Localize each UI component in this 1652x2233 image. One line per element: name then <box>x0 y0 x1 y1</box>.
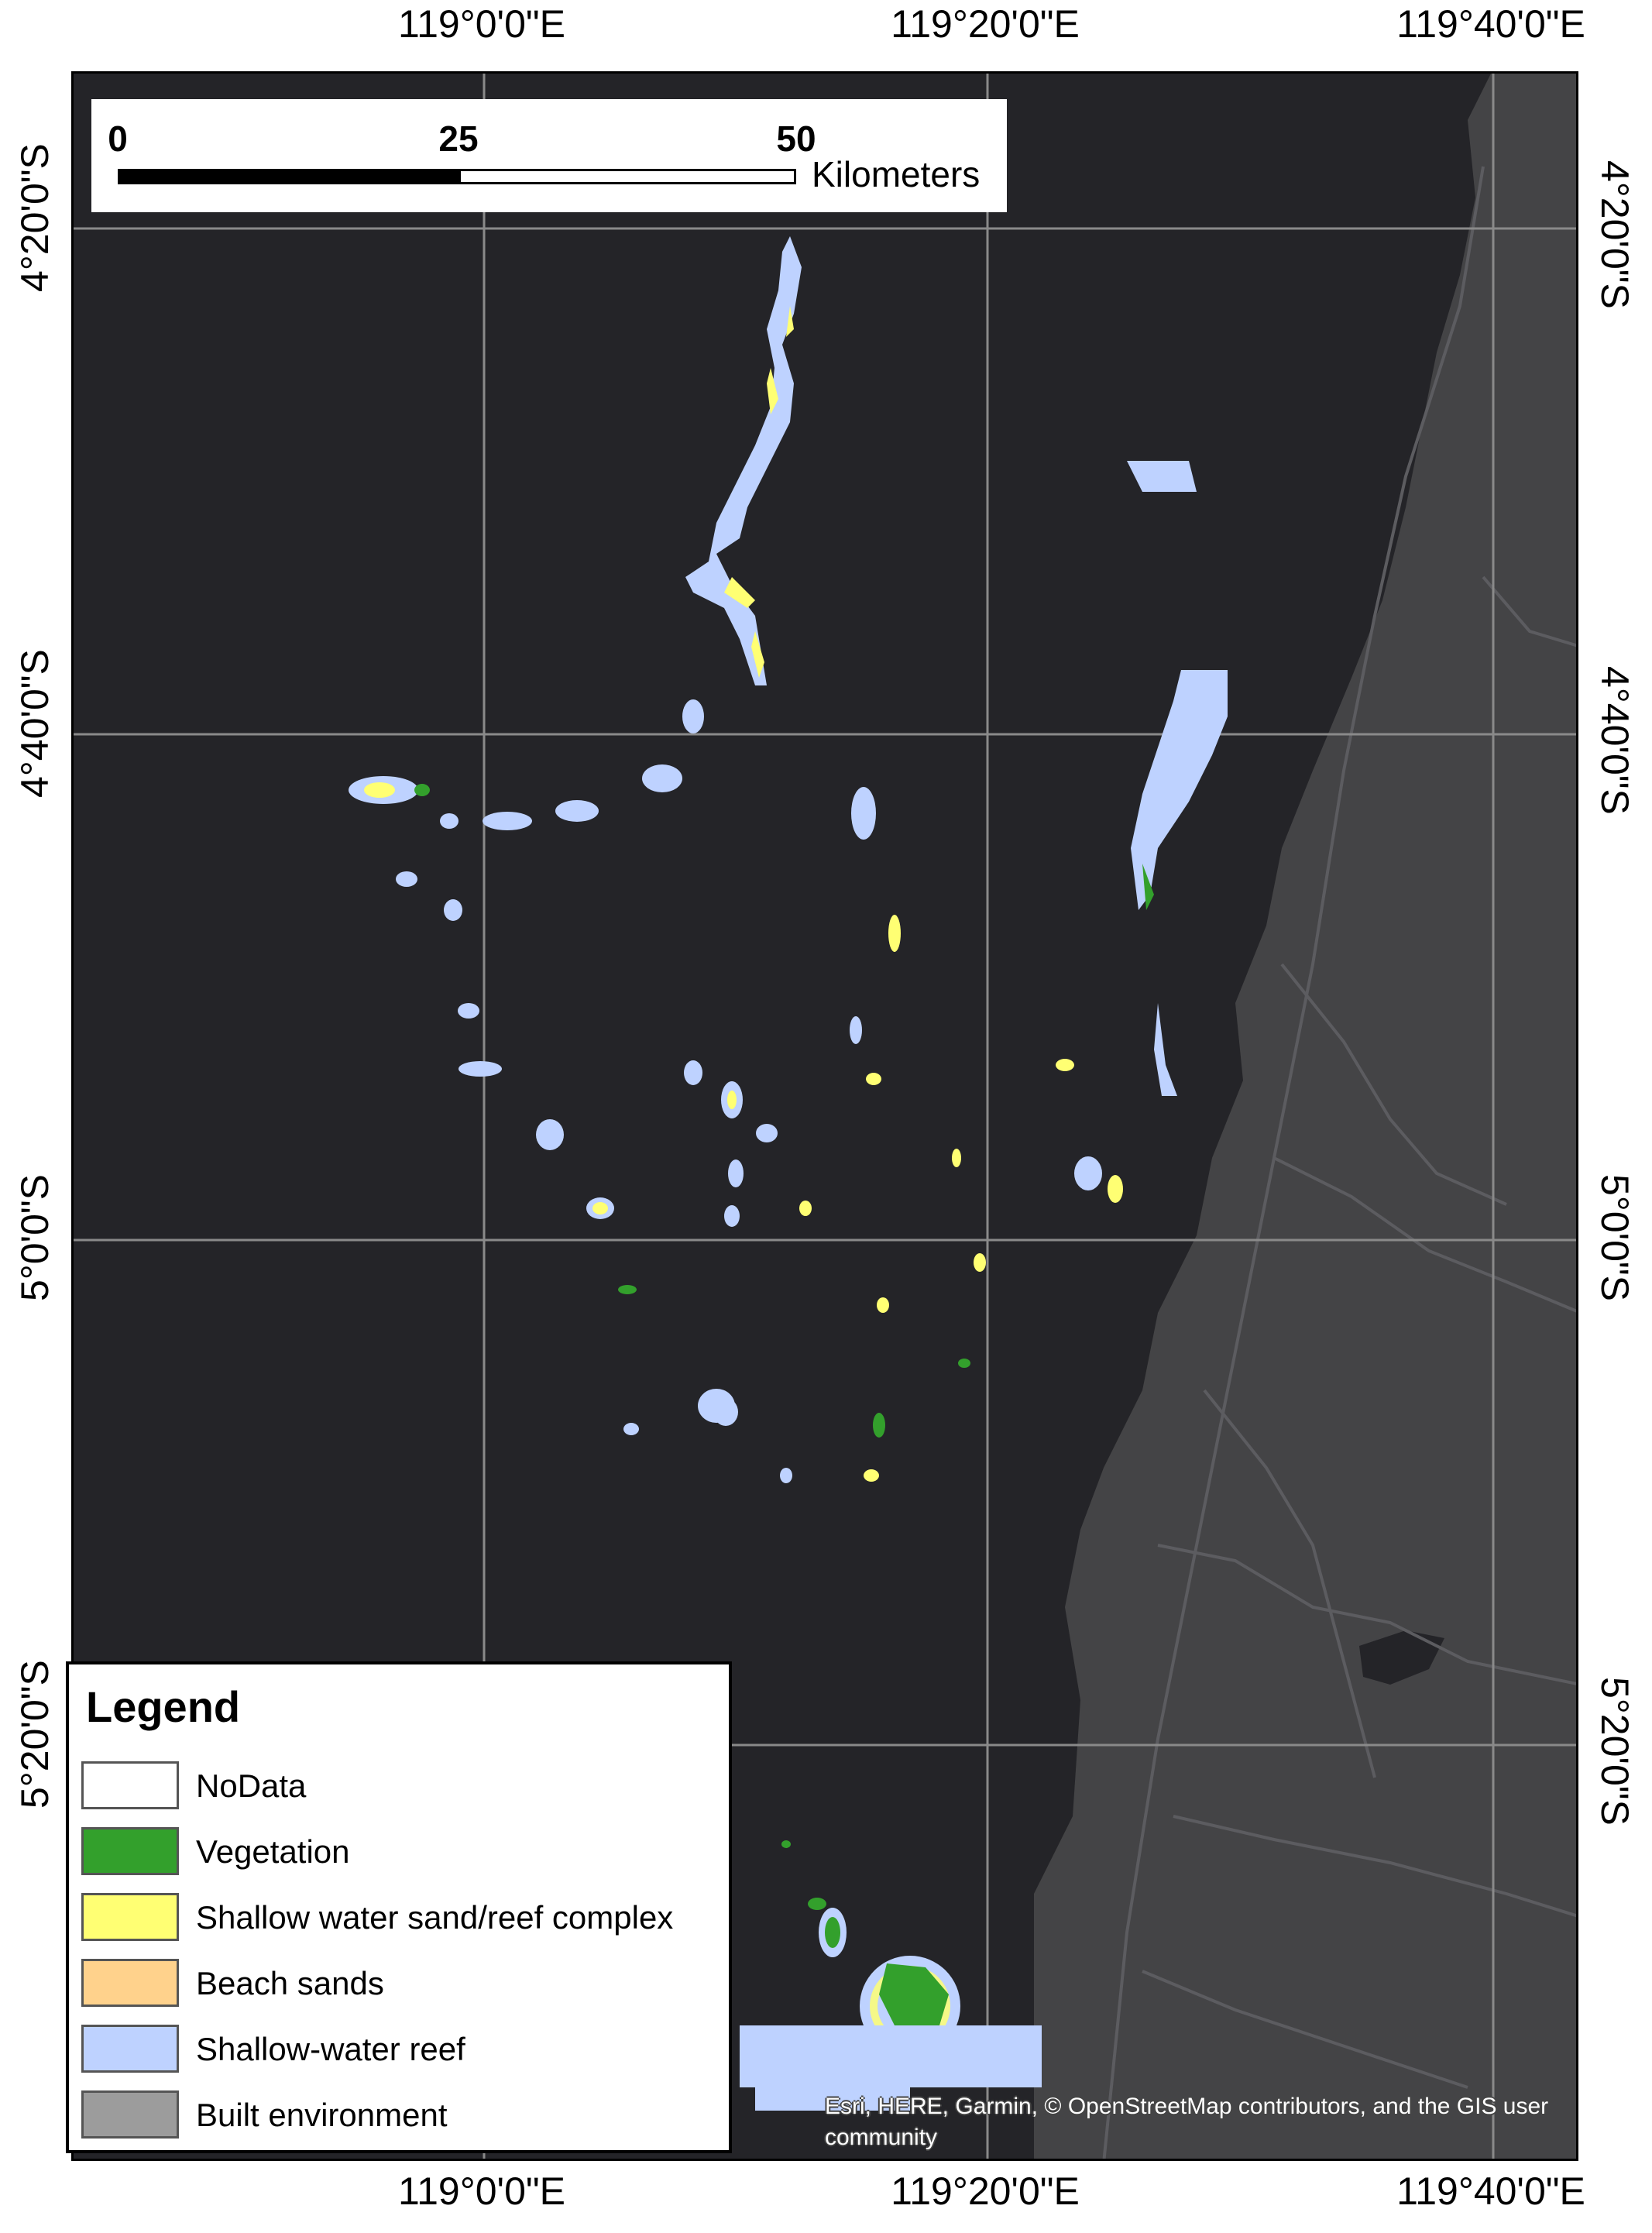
lat-label-right-3: 5°0'0"S <box>1593 1173 1637 1302</box>
legend-swatch <box>81 1827 179 1875</box>
legend-swatch <box>81 1959 179 2007</box>
legend-label: Shallow-water reef <box>196 2031 465 2067</box>
lat-label-right-1: 4°20'0"S <box>1593 160 1637 309</box>
coastal-reef <box>1131 670 1228 910</box>
lat-label-left-3: 5°0'0"S <box>13 1173 57 1302</box>
lat-label-left-1: 4°20'0"S <box>13 143 57 292</box>
legend-label: Vegetation <box>196 1833 350 1870</box>
scale-bar-panel: 0 25 50 Kilometers <box>91 99 1007 212</box>
legend-swatch <box>81 1893 179 1941</box>
lat-label-right-4: 5°20'0"S <box>1593 1677 1637 1826</box>
lat-label-left-4: 5°20'0"S <box>13 1660 57 1809</box>
legend-swatch <box>81 2025 179 2073</box>
legend-label: Shallow water sand/reef complex <box>196 1899 674 1936</box>
lon-label-top-2: 119°20'0"E <box>891 2 1080 46</box>
lat-label-right-2: 4°40'0"S <box>1593 666 1637 815</box>
scale-tick-0: 0 <box>108 119 128 159</box>
legend-item-nodata: NoData <box>81 1761 716 1812</box>
legend-item-shallow-water-reef: Shallow-water reef <box>81 2025 716 2076</box>
lon-label-top-1: 119°0'0"E <box>398 2 565 46</box>
legend-label: Built environment <box>196 2097 448 2133</box>
scale-tick-50: 50 <box>776 119 816 159</box>
legend-swatch <box>81 1761 179 1809</box>
legend-item-vegetation: Vegetation <box>81 1827 716 1878</box>
lake <box>1359 1630 1444 1685</box>
lon-label-bottom-3: 119°40'0"E <box>1396 2169 1585 2213</box>
legend-label: Beach sands <box>196 1965 384 2001</box>
barrier-reef <box>685 236 802 685</box>
lon-label-top-3: 119°40'0"E <box>1396 2 1585 46</box>
scale-tick-25: 25 <box>438 119 479 159</box>
legend-item-built-environment: Built environment <box>81 2090 716 2142</box>
legend-title: Legend <box>86 1682 241 1731</box>
legend-swatch <box>81 2090 179 2139</box>
lat-label-left-2: 4°40'0"S <box>13 649 57 798</box>
lon-label-bottom-1: 119°0'0"E <box>398 2169 565 2213</box>
legend-item-sand-reef-complex: Shallow water sand/reef complex <box>81 1893 716 1944</box>
legend-panel: Legend NoData Vegetation Shallow water s… <box>66 1661 732 2153</box>
scale-bar <box>118 169 796 184</box>
legend-label: NoData <box>196 1768 307 1804</box>
legend-item-beach-sands: Beach sands <box>81 1959 716 2010</box>
roads <box>1102 166 1576 2159</box>
reef-features <box>349 236 1228 2111</box>
map-attribution: Esri, HERE, Garmin, © OpenStreetMap cont… <box>825 2094 1549 2150</box>
scale-unit: Kilometers <box>812 154 981 194</box>
land-mass <box>1034 74 1576 2159</box>
map-canvas[interactable] <box>74 74 1578 2161</box>
scale-bar-fill <box>120 171 461 182</box>
lon-label-bottom-2: 119°20'0"E <box>891 2169 1080 2213</box>
